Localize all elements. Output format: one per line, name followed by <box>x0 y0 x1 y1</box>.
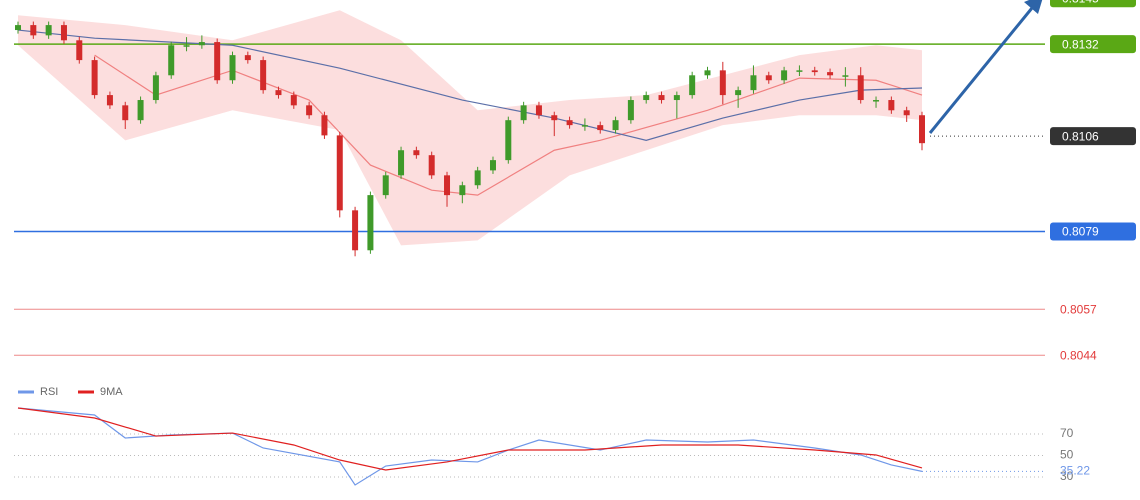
candle-body <box>520 105 527 121</box>
candle-body <box>873 100 880 102</box>
candle-body <box>811 70 818 73</box>
indicator-line <box>17 407 923 486</box>
candle-body <box>45 25 52 36</box>
candle-body <box>581 125 588 127</box>
candle-body <box>76 40 83 61</box>
candle-body <box>842 75 849 77</box>
indicator-current-label: 35.22 <box>1060 464 1090 478</box>
candle-body <box>643 95 650 101</box>
indicator-tick-label: 50 <box>1060 448 1074 462</box>
forecast-arrow <box>928 7 1034 134</box>
level-label-box <box>1050 35 1136 54</box>
forecast-arrowhead <box>1024 0 1043 14</box>
candle-body <box>367 195 374 251</box>
candle-body <box>796 70 803 72</box>
level-label: 0.8106 <box>1062 129 1099 143</box>
bollinger-band <box>18 10 922 246</box>
candle-body <box>168 45 175 76</box>
candle-body <box>551 115 558 121</box>
indicator-tick-label: 70 <box>1060 426 1074 440</box>
candle-body <box>919 115 925 144</box>
candle-body <box>260 60 267 91</box>
candle-body <box>444 175 451 196</box>
candle-body <box>398 150 405 176</box>
level-label-box <box>1050 0 1136 8</box>
candle-body <box>597 125 604 131</box>
candle-body <box>352 210 359 251</box>
candle-body <box>336 135 343 211</box>
candle-body <box>306 105 313 116</box>
legend-label: RSI <box>40 386 58 398</box>
candle-body <box>474 170 481 186</box>
candle-body <box>91 60 98 96</box>
candle-body <box>612 120 619 131</box>
candle-body <box>673 95 680 101</box>
indicator-line <box>17 407 923 471</box>
level-label: 0.8079 <box>1062 225 1099 239</box>
legend-label: 9MA <box>100 386 123 398</box>
candle-body <box>505 120 512 161</box>
candle-body <box>827 72 834 76</box>
candle-body <box>428 155 435 176</box>
candle-body <box>321 115 328 136</box>
candle-body <box>60 25 67 41</box>
candle-body <box>765 75 772 81</box>
candle-body <box>627 100 634 121</box>
candle-body <box>214 42 221 81</box>
candle-body <box>183 45 190 47</box>
candle-body <box>535 105 542 116</box>
candle-body <box>719 70 726 96</box>
level-label: 0.8145 <box>1062 0 1099 5</box>
candle-body <box>489 160 496 171</box>
candle-body <box>888 100 895 111</box>
level-label-box <box>1050 222 1136 241</box>
candle-body <box>106 95 113 106</box>
candle-body <box>781 70 788 81</box>
candle-body <box>413 150 420 156</box>
candle-body <box>275 90 282 96</box>
candle-body <box>244 55 251 61</box>
level-label: 0.8132 <box>1062 37 1099 51</box>
candle-body <box>122 105 129 121</box>
candle-body <box>229 55 236 81</box>
candle-body <box>137 100 144 121</box>
candle-body <box>459 185 466 196</box>
candle-body <box>290 95 297 106</box>
candle-body <box>689 75 696 96</box>
candle-body <box>152 75 159 101</box>
candle-body <box>857 75 864 101</box>
candle-body <box>735 90 742 96</box>
candle-body <box>382 175 389 196</box>
candle-body <box>903 110 910 116</box>
level-label: 0.8057 <box>1060 302 1097 316</box>
candle-body <box>15 25 21 31</box>
candle-body <box>704 70 711 76</box>
level-label: 0.8044 <box>1060 348 1097 362</box>
level-label-box <box>1050 127 1136 146</box>
indicator-tick-label: 30 <box>1060 469 1074 483</box>
candle-body <box>566 120 573 126</box>
candle-body <box>658 95 665 101</box>
candle-body <box>750 75 757 91</box>
candle-body <box>198 42 205 46</box>
candle-body <box>30 25 37 36</box>
